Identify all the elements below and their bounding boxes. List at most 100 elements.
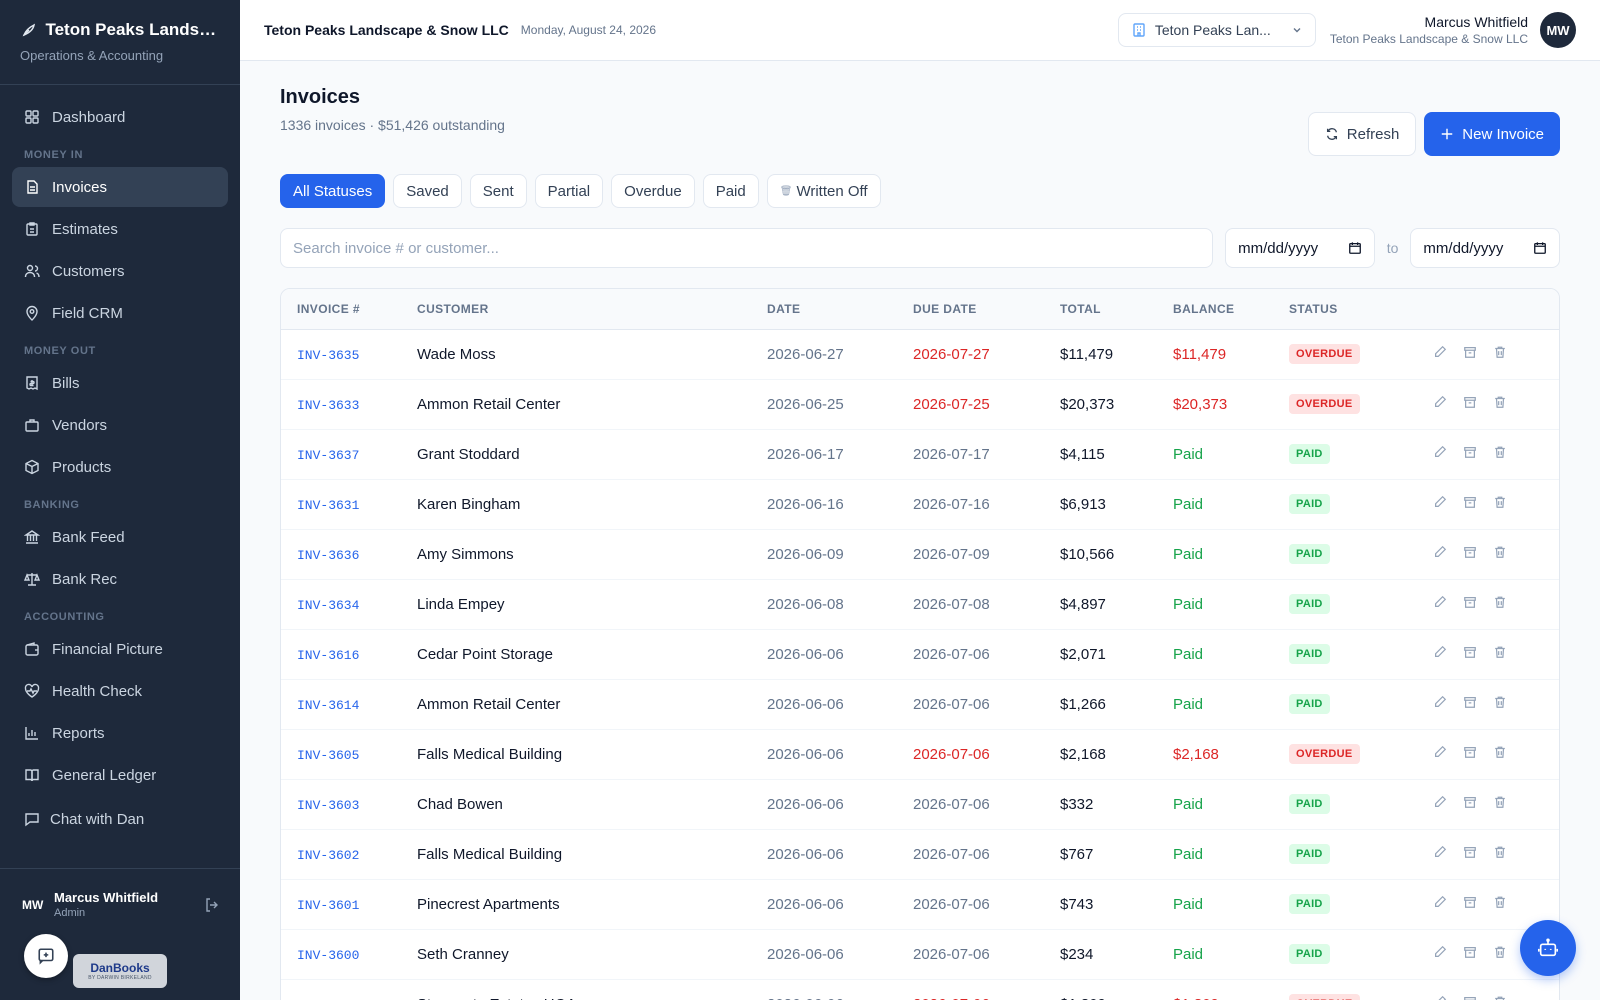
search-input[interactable] <box>280 228 1214 268</box>
filter-paid[interactable]: Paid <box>702 174 759 208</box>
edit-icon[interactable] <box>1433 695 1447 713</box>
archive-icon[interactable] <box>1463 645 1477 663</box>
sidebar-item-vendors[interactable]: Vendors <box>12 405 228 445</box>
sidebar-item-products[interactable]: Products <box>12 447 228 487</box>
sidebar-item-reports[interactable]: Reports <box>12 713 228 753</box>
table-row[interactable]: INV-3633 Ammon Retail Center 2026-06-25 202… <box>281 379 1559 430</box>
edit-icon[interactable] <box>1433 345 1447 363</box>
avatar[interactable]: MW <box>1540 12 1576 48</box>
table-row[interactable]: INV-3635 Wade Moss 2026-06-27 2026-07-27 $11… <box>281 329 1559 380</box>
invoice-link[interactable]: INV-3637 <box>297 447 360 463</box>
cell-invoice[interactable]: INV-3603 <box>281 779 401 830</box>
trash-icon[interactable] <box>1493 745 1507 763</box>
col-status[interactable]: STATUS <box>1273 289 1417 330</box>
edit-icon[interactable] <box>1433 445 1447 463</box>
table-row[interactable]: INV-3598 Stonegate Estates HOA2026-06-062… <box>281 979 1559 1000</box>
sidebar-item-dashboard[interactable]: Dashboard <box>12 97 228 137</box>
trash-icon[interactable] <box>1493 895 1507 913</box>
edit-icon[interactable] <box>1433 795 1447 813</box>
cell-invoice[interactable]: INV-3636 <box>281 529 401 580</box>
sidebar-item-customers[interactable]: Customers <box>12 251 228 291</box>
invoice-link[interactable]: INV-3598 <box>297 998 359 1000</box>
table-row[interactable]: INV-3631 Karen Bingham 2026-06-16 2026-07-1… <box>281 479 1559 530</box>
invoice-link[interactable]: INV-3600 <box>297 947 360 963</box>
archive-icon[interactable] <box>1463 345 1477 363</box>
sidebar-item-chat[interactable]: Chat with Dan <box>0 799 240 839</box>
filter-partial[interactable]: Partial <box>534 174 604 208</box>
invoice-link[interactable]: INV-3614 <box>297 697 360 713</box>
filter-overdue[interactable]: Overdue <box>611 174 695 208</box>
cell-invoice[interactable]: INV-3600 <box>281 929 401 980</box>
edit-icon[interactable] <box>1433 945 1447 963</box>
cell-invoice[interactable]: INV-3631 <box>281 479 401 530</box>
invoice-link[interactable]: INV-3601 <box>297 897 360 913</box>
col-customer[interactable]: CUSTOMER <box>401 289 751 330</box>
feedback-button[interactable] <box>24 934 68 978</box>
filter-sent[interactable]: Sent <box>469 174 527 208</box>
cell-invoice[interactable]: INV-3605 <box>281 729 401 780</box>
sidebar-item-invoices[interactable]: Invoices <box>12 167 228 207</box>
sidebar-item-estimates[interactable]: Estimates <box>12 209 228 249</box>
table-row[interactable]: INV-3634 Linda Empey 2026-06-08 2026-07-08 $… <box>281 579 1559 630</box>
table-row[interactable]: INV-3637 Grant Stoddard 2026-06-17 2026-07-… <box>281 429 1559 480</box>
edit-icon[interactable] <box>1433 895 1447 913</box>
table-row[interactable]: INV-3616 Cedar Point Storage 2026-06-06 202… <box>281 629 1559 680</box>
trash-icon[interactable] <box>1493 995 1507 1000</box>
invoice-link[interactable]: INV-3636 <box>297 547 360 563</box>
trash-icon[interactable] <box>1493 645 1507 663</box>
edit-icon[interactable] <box>1433 495 1447 513</box>
edit-icon[interactable] <box>1433 595 1447 613</box>
logout-icon[interactable] <box>204 897 220 913</box>
trash-icon[interactable] <box>1493 395 1507 413</box>
edit-icon[interactable] <box>1433 745 1447 763</box>
archive-icon[interactable] <box>1463 595 1477 613</box>
cell-invoice[interactable]: INV-3602 <box>281 829 401 880</box>
trash-icon[interactable] <box>1493 545 1507 563</box>
table-row[interactable]: INV-3600 Seth Cranney 2026-06-06 2026-07-06… <box>281 929 1559 980</box>
cell-invoice[interactable]: INV-3601 <box>281 879 401 930</box>
table-row[interactable]: INV-3601 Pinecrest Apartments 2026-06-06 20… <box>281 879 1559 930</box>
archive-icon[interactable] <box>1463 695 1477 713</box>
company-select[interactable]: Teton Peaks Lan... <box>1117 13 1316 47</box>
col-total[interactable]: TOTAL <box>1044 289 1157 330</box>
cell-invoice[interactable]: INV-3635 <box>281 329 401 380</box>
invoice-link[interactable]: INV-3633 <box>297 397 360 413</box>
edit-icon[interactable] <box>1433 545 1447 563</box>
sidebar-item-bank-feed[interactable]: Bank Feed <box>12 517 228 557</box>
cell-invoice[interactable]: INV-3598 <box>281 979 401 1000</box>
filter-saved[interactable]: Saved <box>393 174 462 208</box>
trash-icon[interactable] <box>1493 945 1507 963</box>
col-balance[interactable]: BALANCE <box>1157 289 1273 330</box>
col-date[interactable]: DATE <box>751 289 897 330</box>
archive-icon[interactable] <box>1463 545 1477 563</box>
trash-icon[interactable] <box>1493 595 1507 613</box>
archive-icon[interactable] <box>1463 845 1477 863</box>
archive-icon[interactable] <box>1463 745 1477 763</box>
edit-icon[interactable] <box>1433 395 1447 413</box>
cell-invoice[interactable]: INV-3634 <box>281 579 401 630</box>
sidebar-item-financial-picture[interactable]: Financial Picture <box>12 629 228 669</box>
trash-icon[interactable] <box>1493 345 1507 363</box>
table-row[interactable]: INV-3603 Chad Bowen 2026-06-06 2026-07-06 $3… <box>281 779 1559 830</box>
cell-invoice[interactable]: INV-3633 <box>281 379 401 430</box>
table-row[interactable]: INV-3602 Falls Medical Building 2026-06-06… <box>281 829 1559 880</box>
date-from-input[interactable]: mm/dd/yyyy <box>1225 228 1375 268</box>
trash-icon[interactable] <box>1493 495 1507 513</box>
cell-invoice[interactable]: INV-3614 <box>281 679 401 730</box>
new-invoice-button[interactable]: New Invoice <box>1424 112 1560 156</box>
sidebar-item-field-crm[interactable]: Field CRM <box>12 293 228 333</box>
col-invoice[interactable]: INVOICE # <box>281 289 401 330</box>
invoice-link[interactable]: INV-3631 <box>297 497 360 513</box>
refresh-button[interactable]: Refresh <box>1307 112 1417 156</box>
archive-icon[interactable] <box>1463 395 1477 413</box>
invoice-link[interactable]: INV-3605 <box>297 747 360 763</box>
edit-icon[interactable] <box>1433 645 1447 663</box>
assistant-button[interactable] <box>1520 920 1576 976</box>
sidebar-item-bills[interactable]: Bills <box>12 363 228 403</box>
edit-icon[interactable] <box>1433 845 1447 863</box>
col-due-date[interactable]: DUE DATE <box>897 289 1044 330</box>
filter-all-statuses[interactable]: All Statuses <box>280 174 386 208</box>
invoice-link[interactable]: INV-3616 <box>297 647 360 663</box>
cell-invoice[interactable]: INV-3637 <box>281 429 401 480</box>
table-row[interactable]: INV-3636 Amy Simmons 2026-06-09 2026-07-09 $… <box>281 529 1559 580</box>
